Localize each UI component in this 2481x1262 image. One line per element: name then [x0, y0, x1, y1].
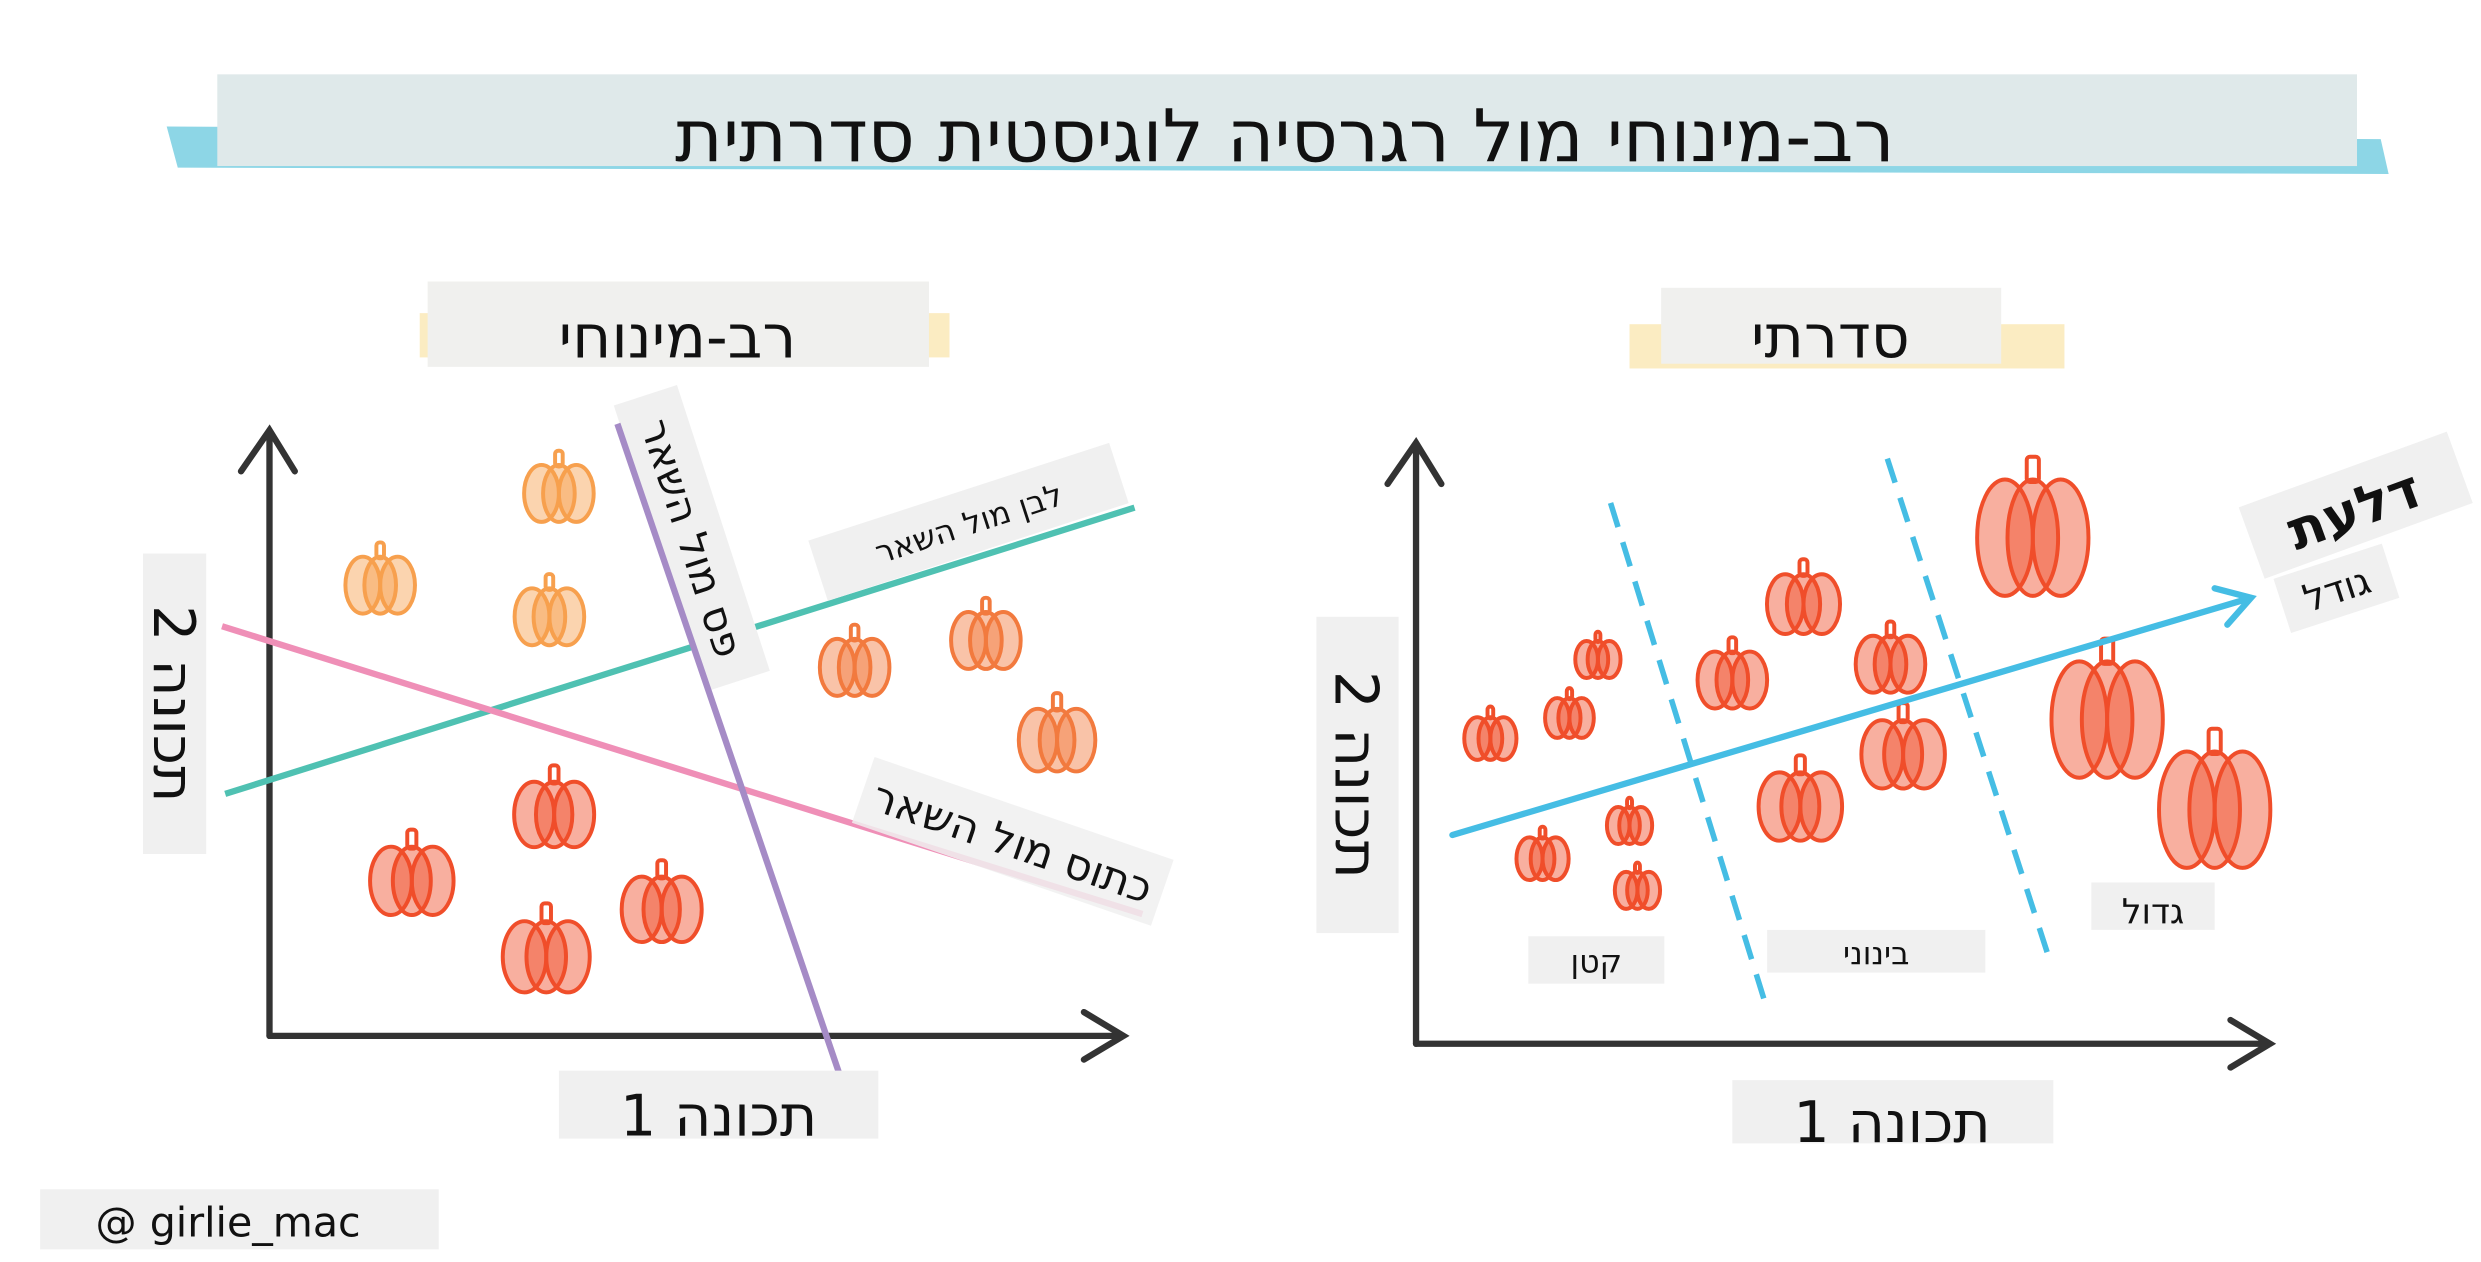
- pumpkin-icon: [2157, 726, 2273, 870]
- pumpkin-icon: [1462, 704, 1519, 762]
- pumpkin-icon: [1756, 753, 1845, 843]
- credit-box: [40, 1189, 439, 1250]
- pumpkin-icon: [368, 827, 456, 918]
- divider-medium-large: [1884, 457, 2052, 958]
- pumpkin-icon: [1573, 629, 1623, 680]
- category-large-box: [2091, 882, 2215, 930]
- right-y-label: 2 הנוכת: [1316, 616, 1399, 934]
- category-medium-label: ינוניב: [1843, 937, 1909, 973]
- pumpkin-icon: [1514, 824, 1571, 883]
- pumpkin-icon: [1695, 635, 1770, 711]
- right-x-axis: [1412, 1016, 2277, 1071]
- left-x-axis-label: 1 הנוכת: [620, 1083, 817, 1149]
- right-heading-box: [1661, 287, 2002, 364]
- pumpkin-icon: [1859, 701, 1947, 791]
- pumpkin-icon: [1764, 557, 1843, 636]
- pumpkin-icon: [512, 763, 597, 850]
- pumpkin-icon: [1543, 686, 1596, 740]
- right-y-axis-label: 2 הנוכת: [1320, 671, 1390, 879]
- title-band: [217, 74, 2358, 167]
- left-pumpkins: [343, 448, 1098, 995]
- pumpkin-icon: [343, 540, 417, 616]
- teal-label-box: [808, 442, 1129, 601]
- teal-line: [224, 504, 1136, 797]
- category-medium-box: [1767, 929, 1986, 973]
- blue-arrow-line: [1449, 585, 2257, 839]
- left-axes: [237, 424, 1130, 1063]
- pumpkin-icon: [1853, 619, 1928, 695]
- right-x-label-box: [1732, 1080, 2054, 1144]
- title-banner: תיתרדס תיטסיגול היסרגר לומ יחונימ-בר: [166, 74, 2389, 179]
- pumpkin-icon: [522, 448, 596, 524]
- pumpkin-icon: [1604, 795, 1655, 846]
- pumpkin-icon: [1975, 454, 2091, 598]
- arrow-label-box-1: [2238, 431, 2473, 579]
- right-heading: יתרדס: [1751, 302, 1910, 372]
- right-y-axis: [1384, 437, 1445, 1047]
- divider-small-medium: [1607, 502, 1769, 1006]
- right-y-label-box: [1316, 616, 1399, 934]
- right-pumpkins: [1462, 454, 2273, 911]
- purple-line: [614, 422, 842, 1074]
- left-x-axis: [266, 1008, 1130, 1063]
- left-y-axis-label: 2 הנוכת: [140, 605, 206, 802]
- category-small-label: ןטק: [1571, 945, 1623, 981]
- pumpkin-icon: [619, 858, 704, 945]
- pink-label-box: [851, 756, 1174, 926]
- blue-arrow: [1449, 585, 2257, 839]
- left-heading: יחונימ-בר: [559, 302, 797, 372]
- page-title: תיתרדס תיטסיגול היסרגר לומ יחונימ-בר: [675, 94, 1895, 179]
- category-large-label: לודג: [2122, 893, 2185, 933]
- left-panel: ראשה לומ ספ ראשה לומ ןבל ראשה לומ סותכ 2…: [140, 385, 1174, 1149]
- left-y-label-box: [142, 553, 207, 854]
- right-axes: [1384, 437, 2277, 1071]
- pumpkin-icon: [1612, 860, 1663, 911]
- pumpkin-icon: [817, 622, 892, 698]
- category-dividers: [1607, 457, 2052, 1006]
- arrow-label-box-2: [2273, 543, 2400, 633]
- right-panel: תעלד לדוג ןטק ינוניב לודג 2 הנוכת 1 הנוכ…: [1316, 431, 2473, 1156]
- credit: @ girlie_mac: [96, 1199, 361, 1247]
- category-small-box: [1528, 936, 1665, 984]
- left-x-label-box: [558, 1070, 879, 1139]
- pumpkin-icon: [512, 572, 587, 648]
- pumpkin-icon: [2049, 636, 2165, 780]
- purple-label-box: [613, 385, 770, 692]
- pumpkin-icon: [500, 901, 592, 995]
- left-y-axis: [237, 424, 298, 1040]
- right-x-axis-label: 1 הנוכת: [1793, 1090, 1990, 1156]
- pumpkin-icon: [1016, 691, 1098, 774]
- left-heading-box: [427, 281, 929, 367]
- left-y-label: 2 הנוכת: [140, 553, 207, 854]
- pumpkin-icon: [949, 595, 1023, 671]
